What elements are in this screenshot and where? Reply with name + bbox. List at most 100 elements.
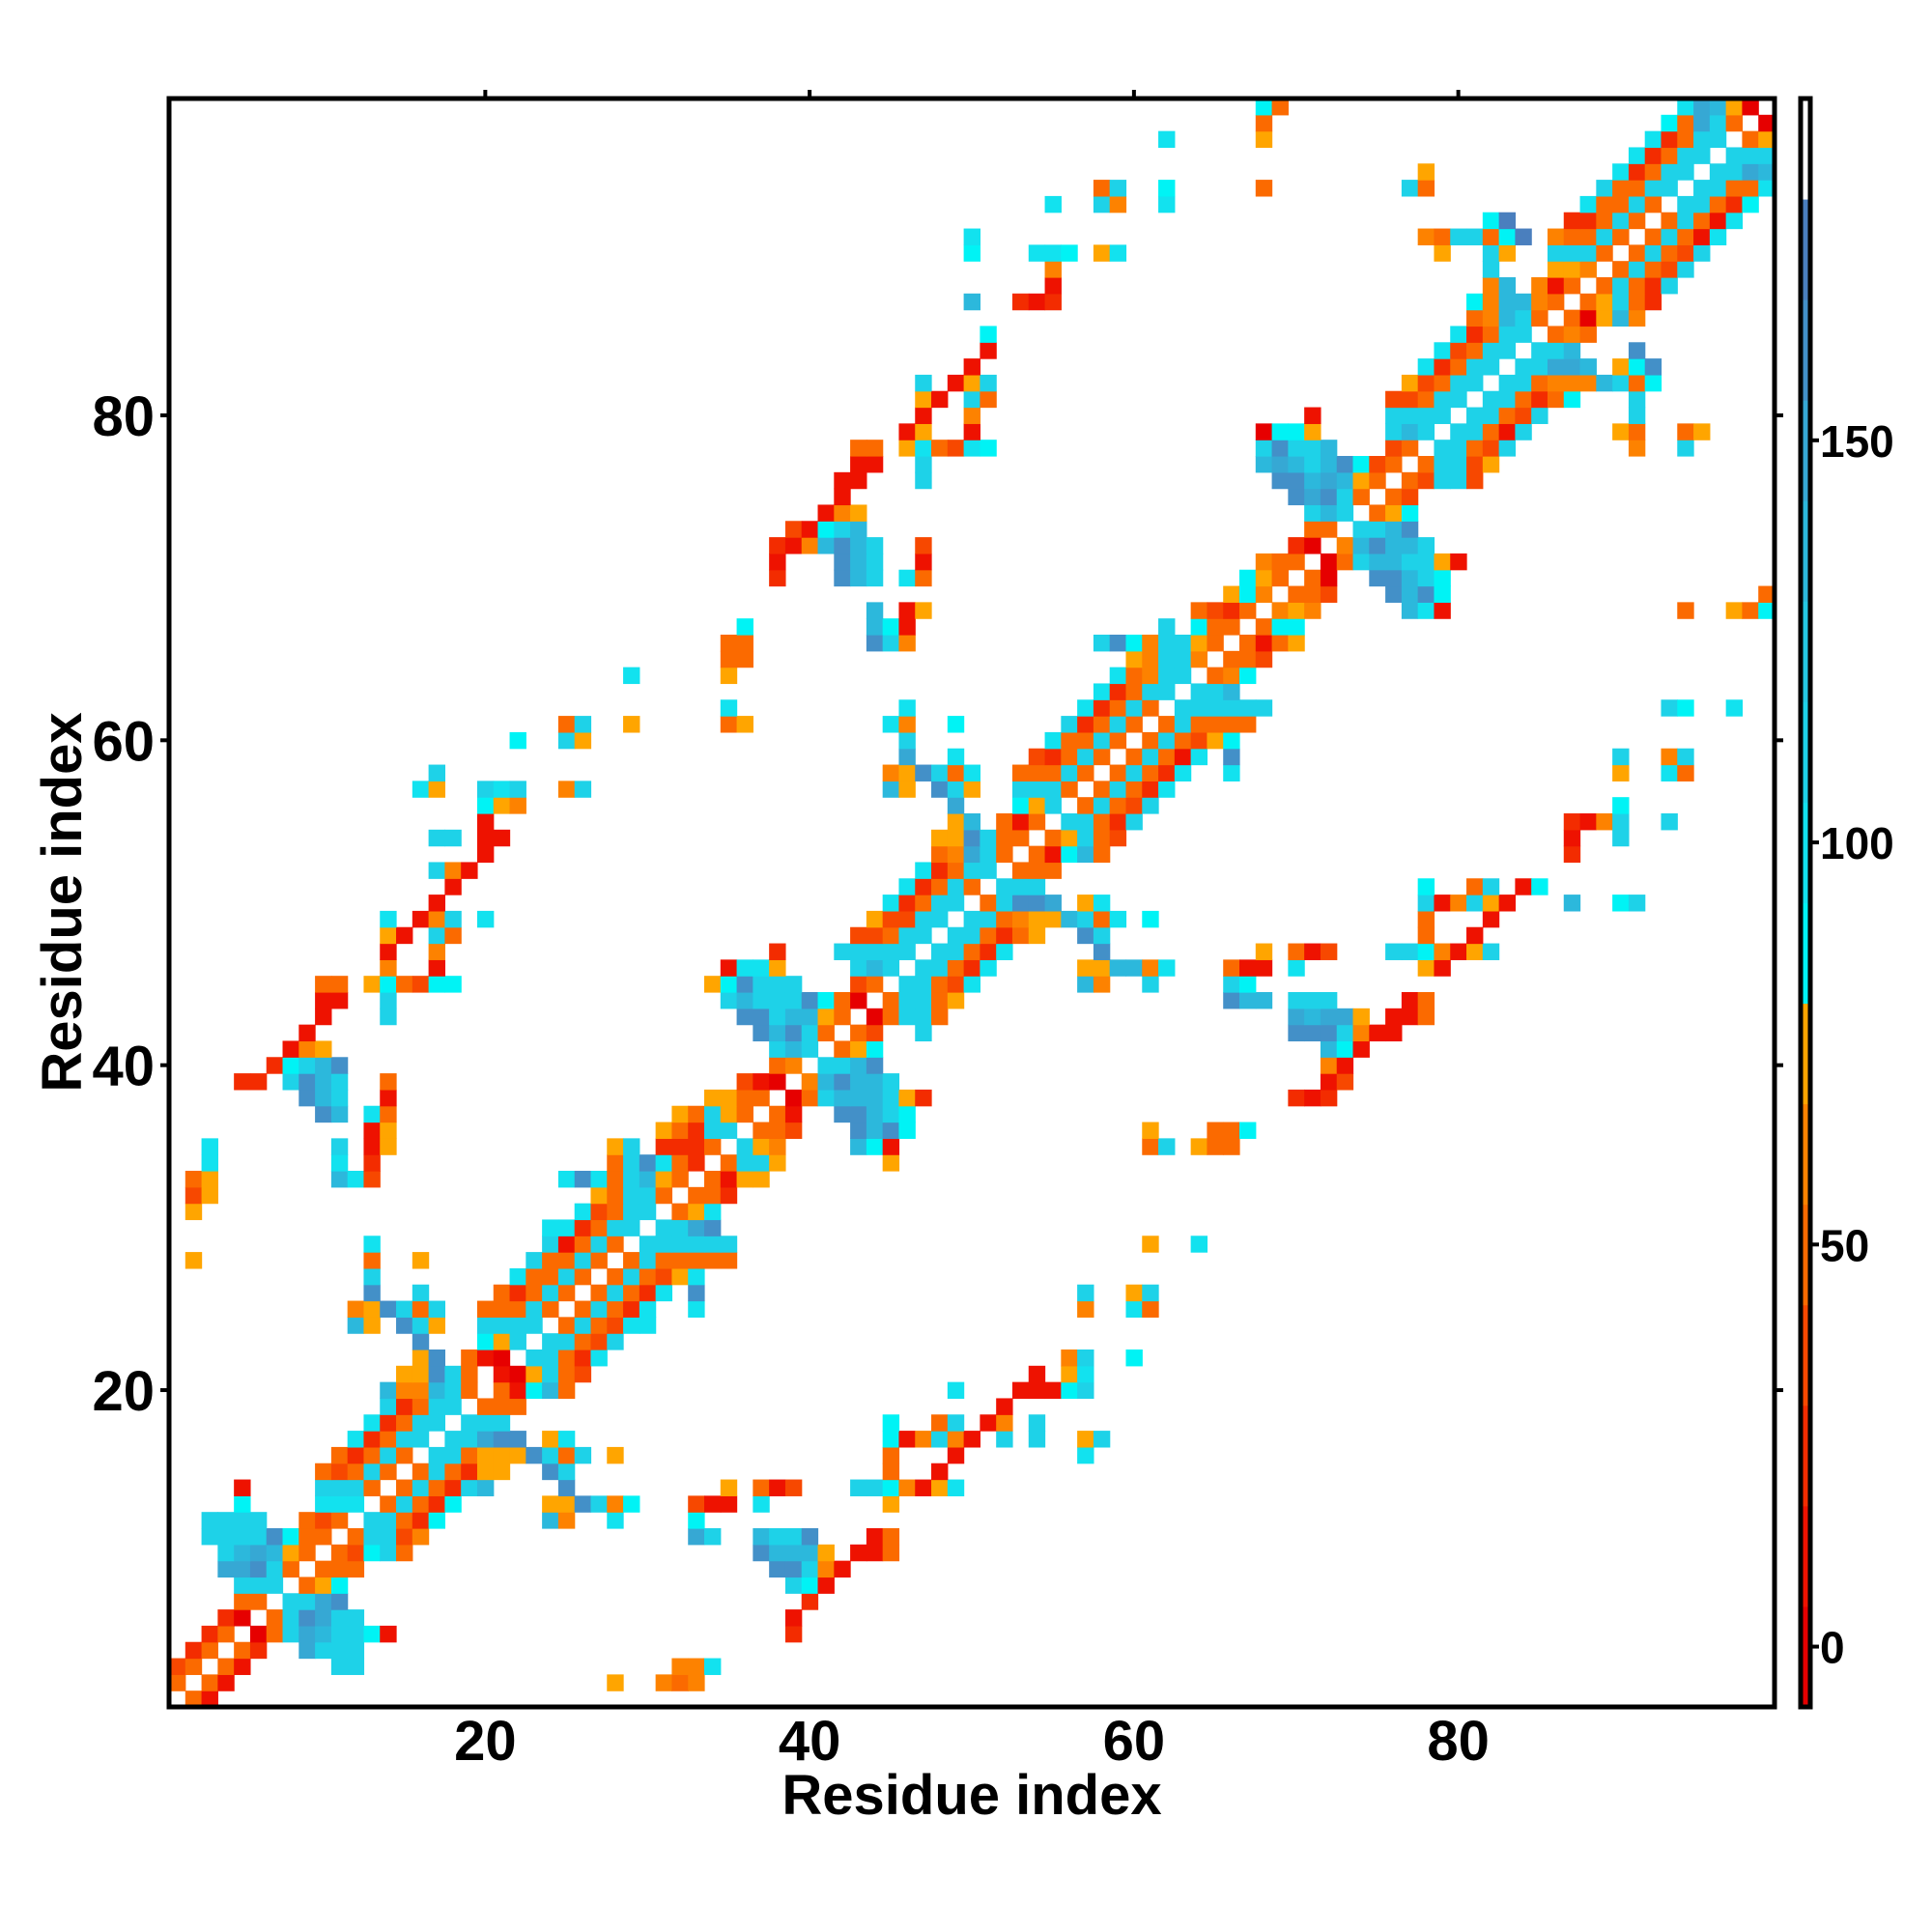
heatmap-cell <box>931 943 949 960</box>
heatmap-cell <box>1223 650 1240 668</box>
heatmap-cell <box>412 1463 430 1481</box>
heatmap-cell <box>1531 374 1548 392</box>
heatmap-cell <box>363 1479 381 1496</box>
heatmap-cell <box>898 569 916 587</box>
heatmap-cell <box>980 326 997 343</box>
heatmap-cell <box>428 764 445 781</box>
heatmap-cell <box>1466 423 1484 440</box>
heatmap-cell <box>736 959 753 977</box>
heatmap-cell <box>298 1641 316 1660</box>
heatmap-cell <box>607 1300 624 1318</box>
heatmap-cell <box>542 1495 559 1513</box>
heatmap-cell <box>363 1252 381 1269</box>
heatmap-cell <box>1239 635 1257 652</box>
heatmap-cell <box>1450 943 1467 960</box>
heatmap-cell <box>1028 845 1046 864</box>
heatmap-cell <box>1498 228 1516 245</box>
heatmap-cells <box>169 99 1776 1708</box>
heatmap-cell <box>817 1560 835 1578</box>
heatmap-cell <box>898 423 916 440</box>
heatmap-cell <box>801 1089 819 1107</box>
heatmap-cell <box>1417 926 1435 945</box>
heatmap-cell <box>1093 781 1111 798</box>
heatmap-cell <box>412 1495 430 1513</box>
heatmap-cell <box>1109 683 1127 700</box>
heatmap-cell <box>1255 180 1273 197</box>
y-tick-label: 80 <box>92 385 155 448</box>
heatmap-cell <box>784 1008 803 1026</box>
heatmap-cell <box>769 569 786 587</box>
heatmap-cell <box>1158 180 1176 197</box>
heatmap-cell <box>882 635 900 652</box>
heatmap-cell <box>493 829 511 847</box>
heatmap-cell <box>1612 829 1630 847</box>
heatmap-cell <box>476 1333 495 1350</box>
heatmap-cell <box>1093 731 1111 750</box>
heatmap-cell <box>380 976 397 993</box>
heatmap-cell <box>1336 471 1354 490</box>
heatmap-cell <box>915 976 932 993</box>
heatmap-cell <box>1466 309 1484 327</box>
heatmap-cell <box>363 1528 381 1546</box>
heatmap-cell <box>1239 585 1257 603</box>
heatmap-cell <box>882 1528 900 1546</box>
heatmap-cell <box>380 1544 397 1562</box>
heatmap-cell <box>850 1089 867 1107</box>
heatmap-cell <box>363 1317 381 1334</box>
colorbar-tick-label: 150 <box>1820 416 1894 467</box>
heatmap-cell <box>396 1512 413 1529</box>
heatmap-cell <box>931 829 949 847</box>
heatmap-cell <box>1417 537 1435 554</box>
heatmap-cell <box>1239 1122 1257 1139</box>
heatmap-cell <box>1547 374 1565 392</box>
heatmap-cell <box>461 1381 478 1400</box>
heatmap-cell <box>1725 699 1744 717</box>
heatmap-cell <box>996 813 1013 831</box>
heatmap-cell <box>526 1267 543 1286</box>
heatmap-cell <box>1401 553 1419 571</box>
heatmap-cell <box>428 781 445 798</box>
heatmap-cell <box>1093 797 1111 814</box>
heatmap-cell <box>493 1365 511 1383</box>
heatmap-cell <box>1142 683 1159 700</box>
heatmap-cell <box>1093 699 1111 717</box>
heatmap-cell <box>753 1495 770 1513</box>
heatmap-cell <box>428 959 445 977</box>
heatmap-cell <box>850 569 867 587</box>
heatmap-cell <box>866 1008 884 1026</box>
heatmap-cell <box>428 895 445 912</box>
heatmap-cell <box>817 992 835 1009</box>
heatmap-cell <box>963 764 980 781</box>
heatmap-cell <box>574 1203 592 1221</box>
heatmap-cell <box>736 650 753 668</box>
heatmap-cell <box>834 1040 851 1058</box>
heatmap-cell <box>784 537 803 554</box>
heatmap-cell <box>931 878 949 895</box>
heatmap-cell <box>347 1171 365 1188</box>
heatmap-cell <box>234 1479 251 1496</box>
heatmap-cell <box>882 1105 900 1123</box>
heatmap-cell <box>784 1024 803 1042</box>
heatmap-cell <box>1061 716 1078 733</box>
heatmap-cell <box>671 1171 689 1188</box>
heatmap-cell <box>898 440 916 457</box>
heatmap-cell <box>1417 895 1435 912</box>
heatmap-cell <box>412 910 430 928</box>
heatmap-cell <box>347 1300 365 1318</box>
heatmap-cell <box>1125 959 1143 977</box>
heatmap-cell <box>915 910 932 928</box>
heatmap-cell <box>1515 326 1532 343</box>
heatmap-cell <box>769 1544 786 1562</box>
heatmap-cell <box>866 1479 884 1496</box>
y-axis-title: Residue index <box>31 712 94 1092</box>
heatmap-cell <box>931 1479 949 1496</box>
heatmap-cell <box>980 959 997 977</box>
heatmap-cell <box>688 1203 705 1221</box>
heatmap-cell <box>1385 553 1403 571</box>
heatmap-cell <box>931 390 949 409</box>
heatmap-cell <box>1125 748 1143 766</box>
heatmap-cell <box>1482 423 1500 440</box>
heatmap-cell <box>1304 407 1321 424</box>
heatmap-cell <box>704 1495 722 1513</box>
heatmap-cell <box>834 1089 851 1107</box>
